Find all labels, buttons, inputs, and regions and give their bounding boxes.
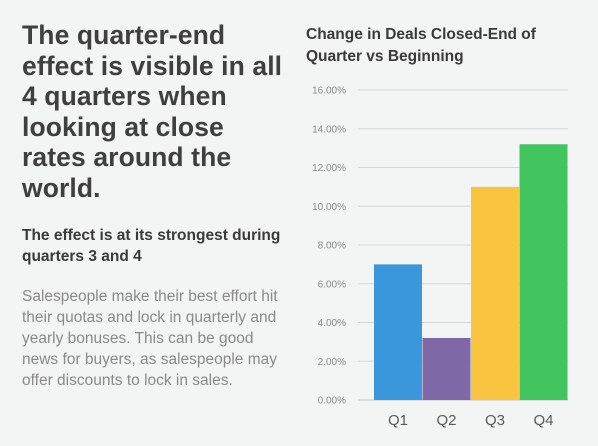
x-category-label: Q2 [436, 412, 456, 429]
x-category-label: Q4 [533, 412, 553, 429]
text-panel: The quarter-end effect is visible in all… [22, 20, 287, 391]
subheading: The effect is at its strongest during qu… [22, 227, 281, 265]
chart-title: Change in Deals Closed-End of Quarter vs… [306, 26, 536, 65]
y-tick-label: 6.00% [318, 279, 346, 290]
x-axis-category-labels: Q1 Q2 Q3 Q4 [388, 412, 554, 429]
x-category-label: Q3 [485, 412, 505, 429]
body-text: Salespeople make their best effort hit t… [22, 288, 278, 389]
y-tick-label: 4.00% [318, 318, 346, 329]
headline: The quarter-end effect is visible in all… [22, 20, 283, 203]
x-category-label: Q1 [388, 412, 408, 429]
bar-q2 [422, 338, 471, 400]
y-tick-label: 8.00% [318, 241, 346, 252]
y-axis-tick-labels: 0.00% 2.00% 4.00% 6.00% 8.00% 10.00% 12.00% 14.… [312, 86, 346, 407]
y-tick-label: 16.00% [312, 86, 346, 97]
bars [374, 144, 568, 400]
y-tick-label: 0.00% [318, 396, 346, 407]
y-tick-label: 12.00% [312, 163, 346, 174]
y-tick-label: 2.00% [318, 357, 346, 368]
y-tick-label: 10.00% [312, 202, 346, 213]
y-tick-label: 14.00% [312, 124, 346, 135]
bar-q1 [374, 264, 422, 400]
bar-q4 [519, 144, 568, 400]
bar-q3 [471, 186, 519, 400]
